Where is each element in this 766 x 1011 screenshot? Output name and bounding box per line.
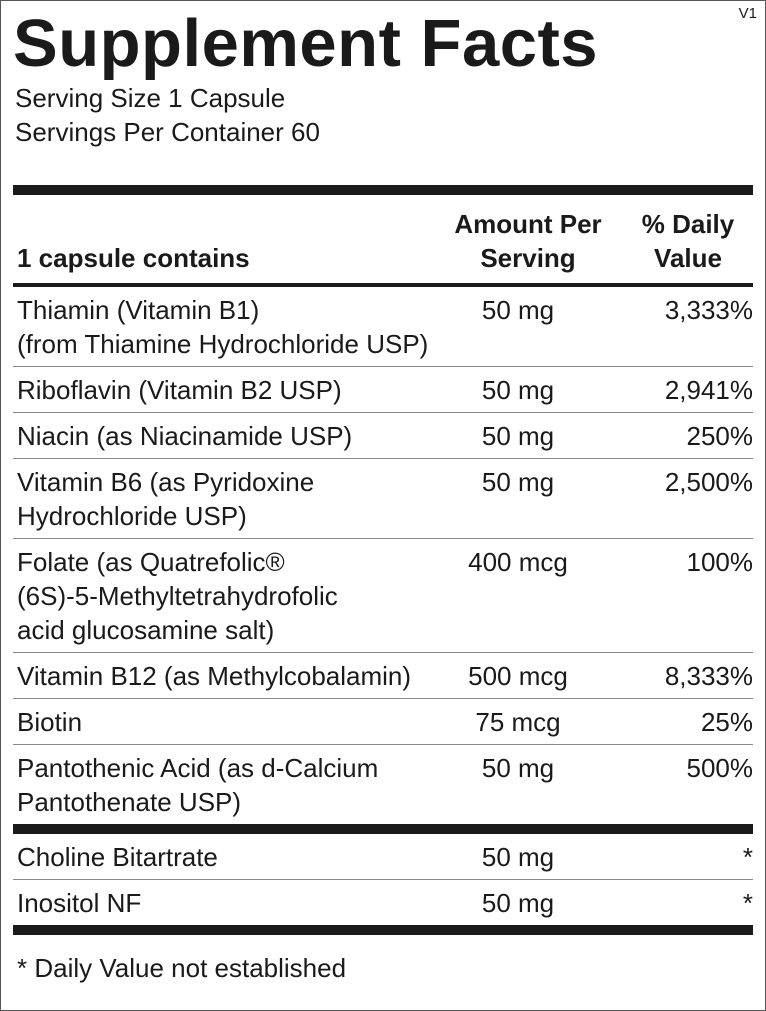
nutrient-name: Niacin (as Niacinamide USP): [17, 419, 443, 453]
name-line: (6S)-5-Methyltetrahydrofolic: [17, 581, 338, 611]
amount: 500 mcg: [468, 661, 568, 691]
name-line: acid glucosamine salt): [17, 615, 275, 645]
name-line: Folate (as Quatrefolic®: [17, 547, 285, 577]
amount: 400 mcg: [468, 547, 568, 577]
header-line: Serving: [480, 243, 576, 273]
name-line: Pantothenic Acid (as d-Calcium: [17, 753, 379, 783]
nutrient-row: Riboflavin (Vitamin B2 USP) 50 mg 2,941%: [13, 367, 753, 413]
name-line: Thiamin (Vitamin B1): [17, 295, 260, 325]
amount: 50 mg: [481, 888, 555, 918]
header-row: 1 capsule contains Amount Per Serving % Dai…: [13, 195, 753, 283]
name-line: Biotin: [17, 707, 83, 737]
nutrient-row: Niacin (as Niacinamide USP) 50 mg 250%: [13, 413, 753, 459]
amount: 50 mg: [481, 421, 555, 451]
name-line: Riboflavin (Vitamin B2 USP): [17, 375, 342, 405]
daily-value: 3,333%: [664, 295, 753, 325]
serving-size: Serving Size 1 Capsule: [15, 83, 286, 113]
daily-value: *: [742, 888, 753, 918]
name-line: Vitamin B6 (as Pyridoxine: [17, 467, 315, 497]
amount: 75 mcg: [475, 707, 561, 737]
nutrient-row: Pantothenic Acid (as d-Calcium Pantothena…: [13, 745, 753, 824]
amount: 50 mg: [481, 842, 555, 872]
footnote: * Daily Value not established: [17, 953, 347, 983]
nutrient-name: Vitamin B12 (as Methylcobalamin): [17, 659, 443, 693]
table: 1 capsule contains Amount Per Serving % Dai…: [13, 195, 753, 925]
daily-value: 500%: [686, 753, 754, 783]
nutrient-row: Folate (as Quatrefolic® (6S)-5-Methyltetr…: [13, 539, 753, 653]
nutrient-row: Vitamin B12 (as Methylcobalamin) 500 mcg 8…: [13, 653, 753, 699]
version: V1: [738, 5, 757, 22]
amount: 50 mg: [481, 467, 555, 497]
nutrient-row: Biotin 75 mcg 25%: [13, 699, 753, 745]
divider: [13, 185, 753, 195]
daily-value: 25%: [700, 707, 753, 737]
divider: [13, 283, 753, 287]
nutrient-name: Riboflavin (Vitamin B2 USP): [17, 373, 443, 407]
nutrient-name: Thiamin (Vitamin B1) (from Thiamine Hydro…: [17, 293, 443, 361]
name-line: Pantothenate USP): [17, 787, 242, 817]
header-name: 1 capsule contains: [17, 243, 250, 273]
daily-value: 250%: [686, 421, 754, 451]
header-amount: Amount Per Serving: [443, 207, 613, 275]
servings-per-container: Servings Per Container 60: [15, 117, 320, 147]
header-line: Amount Per: [454, 209, 602, 239]
name-line: Choline Bitartrate: [17, 842, 218, 872]
name-line: Hydrochloride USP): [17, 501, 247, 531]
nutrient-row: Thiamin (Vitamin B1) (from Thiamine Hydro…: [13, 287, 753, 367]
name-line: Inositol NF: [17, 888, 142, 918]
divider: [13, 824, 753, 834]
daily-value: 2,500%: [664, 467, 753, 497]
daily-value: 2,941%: [664, 375, 753, 405]
nutrient-name: Inositol NF: [17, 886, 443, 920]
header-line: % Daily: [641, 209, 735, 239]
nutrient-name: Biotin: [17, 705, 443, 739]
nutrient-name: Pantothenic Acid (as d-Calcium Pantothena…: [17, 751, 443, 819]
daily-value: 8,333%: [664, 661, 753, 691]
amount: 50 mg: [481, 375, 555, 405]
amount: 50 mg: [481, 753, 555, 783]
name-line: Vitamin B12 (as Methylcobalamin): [17, 661, 412, 691]
nutrient-name: Choline Bitartrate: [17, 840, 443, 874]
divider: [13, 925, 753, 935]
nutrient-name: Folate (as Quatrefolic® (6S)-5-Methyltetr…: [17, 545, 443, 647]
nutrient-row: Vitamin B6 (as Pyridoxine Hydrochloride U…: [13, 459, 753, 539]
title: Supplement Facts: [13, 6, 599, 81]
daily-value: 100%: [686, 547, 754, 577]
daily-value: *: [742, 842, 753, 872]
header-daily-value: % Daily Value: [593, 207, 753, 275]
header-line: Value: [654, 243, 722, 273]
nutrient-row: Choline Bitartrate 50 mg *: [13, 834, 753, 880]
amount: 50 mg: [481, 295, 555, 325]
nutrient-name: Vitamin B6 (as Pyridoxine Hydrochloride U…: [17, 465, 443, 533]
name-line: Niacin (as Niacinamide USP): [17, 421, 353, 451]
name-line: (from Thiamine Hydrochloride USP): [17, 329, 429, 359]
nutrient-row: Inositol NF 50 mg *: [13, 880, 753, 925]
